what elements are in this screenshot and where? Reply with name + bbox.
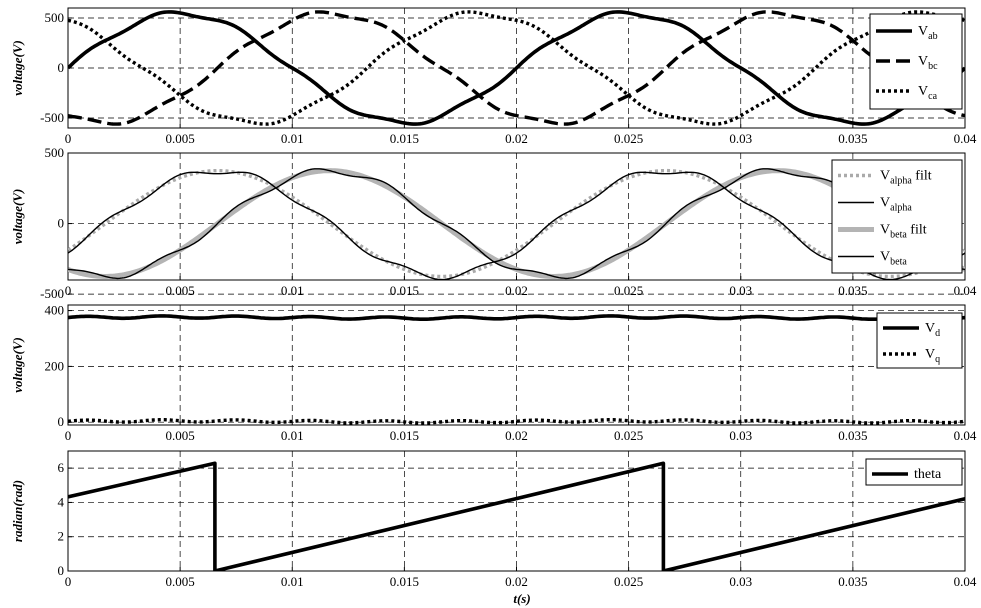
x-tick-label: 0.015	[390, 574, 419, 589]
x-tick-label: 0.025	[614, 574, 643, 589]
x-tick-label: 0.01	[281, 283, 304, 298]
x-axis-label: t(s)	[513, 591, 530, 606]
x-tick-label: 0.035	[838, 283, 867, 298]
y-tick-label: 200	[45, 358, 65, 373]
legend-entry-1: theta	[914, 467, 942, 482]
x-tick-label: 0.035	[838, 574, 867, 589]
x-tick-label: 0.04	[954, 131, 977, 146]
legend-box	[831, 159, 963, 274]
y-tick-label: 500	[45, 10, 65, 25]
y-tick-label: 0	[58, 60, 65, 75]
series-line-1	[68, 314, 965, 321]
y-tick-label: -500	[40, 286, 64, 301]
x-tick-label: 0	[65, 574, 72, 589]
y-tick-label: 6	[58, 460, 65, 475]
x-tick-label: 0.005	[166, 574, 195, 589]
x-tick-label: 0	[65, 428, 72, 443]
x-tick-label: 0.02	[505, 574, 528, 589]
series-line-2	[68, 171, 965, 280]
x-tick-label: 0.03	[729, 428, 752, 443]
x-tick-label: 0.015	[390, 131, 419, 146]
x-tick-label: 0.005	[166, 428, 195, 443]
y-axis-label: voltage(V)	[10, 40, 25, 96]
x-tick-label: 0.005	[166, 131, 195, 146]
x-tick-label: 0.015	[390, 428, 419, 443]
x-tick-label: 0.015	[390, 283, 419, 298]
panel-1: 0 0.005 0.01 0.015 0.02 0.025 0.03 0.035 0.04 -50…	[10, 7, 977, 146]
panel-4: 0 0.005 0.01 0.015 0.02 0.025 0.03 0.035 0.04 0 2 4…	[10, 450, 977, 589]
y-tick-label: 4	[58, 494, 65, 509]
x-tick-label: 0.02	[505, 428, 528, 443]
legend-box	[876, 312, 963, 369]
x-tick-label: 0	[65, 131, 72, 146]
series-group	[68, 314, 965, 425]
series-line-1	[68, 10, 965, 126]
series-line-2	[68, 10, 965, 126]
x-tick-label: 0.03	[729, 574, 752, 589]
legend: theta	[865, 458, 963, 486]
series-group	[68, 461, 965, 571]
x-tick-label: 0.025	[614, 428, 643, 443]
x-tick-label: 0.035	[838, 428, 867, 443]
x-tick-label: 0.005	[166, 283, 195, 298]
x-tick-label: 0.02	[505, 131, 528, 146]
x-tick-label: 0	[65, 283, 72, 298]
x-tick-label: 0.025	[614, 131, 643, 146]
y-tick-label: 0	[58, 216, 65, 231]
x-tick-label: 0.035	[838, 131, 867, 146]
x-tick-label: 0.01	[281, 428, 304, 443]
y-tick-label: -500	[40, 110, 64, 125]
panel-2: 0 0.005 0.01 0.015 0.02 0.025 0.03 0.035 0.04 -50…	[10, 145, 977, 301]
y-tick-label: 400	[45, 303, 65, 318]
x-tick-label: 0.03	[729, 283, 752, 298]
series-line-1	[68, 168, 965, 279]
series-group	[68, 168, 965, 280]
x-tick-label: 0.01	[281, 131, 304, 146]
y-tick-label: 0	[58, 563, 65, 578]
series-group	[68, 10, 965, 126]
y-axis-label: voltage(V)	[10, 189, 25, 245]
x-tick-label: 0.04	[954, 283, 977, 298]
y-axis-label: voltage(V)	[10, 337, 25, 393]
y-tick-label: 500	[45, 145, 65, 160]
legend-box	[865, 458, 963, 486]
x-tick-label: 0.025	[614, 283, 643, 298]
panel-3: 0 0.005 0.01 0.015 0.02 0.025 0.03 0.035 0.04 0 20…	[10, 303, 977, 443]
series-line-4	[68, 168, 965, 280]
x-tick-label: 0.04	[954, 574, 977, 589]
x-tick-label: 0.03	[729, 131, 752, 146]
x-tick-label: 0.01	[281, 574, 304, 589]
x-tick-label: 0.02	[505, 283, 528, 298]
y-tick-label: 2	[58, 529, 65, 544]
y-tick-label: 0	[58, 414, 65, 429]
series-line-3	[68, 10, 965, 126]
y-axis-label: radian(rad)	[10, 480, 25, 542]
series-line-1	[68, 461, 965, 571]
x-tick-label: 0.04	[954, 428, 977, 443]
